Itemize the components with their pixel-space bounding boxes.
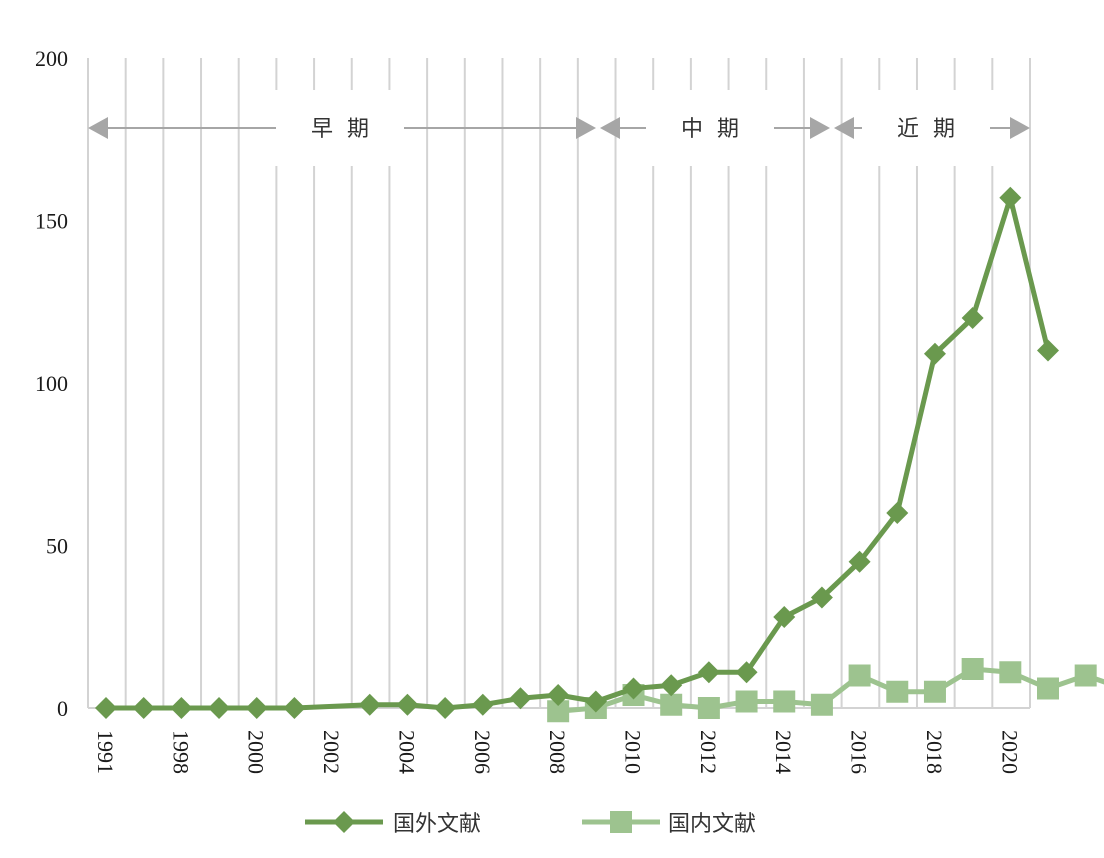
data-point <box>773 606 796 628</box>
data-point <box>886 502 909 524</box>
data-point <box>283 697 306 719</box>
legend-label: 国内文献 <box>668 812 756 837</box>
series-foreign <box>95 186 1059 719</box>
legend-item: 国外文献 <box>305 811 481 837</box>
data-point <box>245 697 268 719</box>
data-point <box>848 664 871 687</box>
legend-label: 国外文献 <box>393 812 481 837</box>
data-point <box>170 697 193 719</box>
data-point <box>358 693 381 716</box>
data-point <box>509 687 532 710</box>
phase-arrow-head-right <box>576 117 596 139</box>
phase-label: 早 期 <box>311 117 369 142</box>
data-point <box>1037 339 1059 362</box>
x-tick-label: 2016 <box>847 730 872 774</box>
data-point <box>697 661 720 684</box>
data-point <box>961 658 984 680</box>
x-tick-label: 2002 <box>319 730 344 774</box>
data-point <box>132 697 155 719</box>
phase-label-bg <box>270 90 410 166</box>
grid-lines <box>87 58 1031 709</box>
x-tick-label: 2018 <box>922 730 947 774</box>
series-lines <box>95 186 1104 723</box>
data-point <box>810 586 833 609</box>
data-point <box>396 693 419 716</box>
data-point <box>697 697 720 719</box>
data-point <box>1074 664 1097 687</box>
data-point <box>999 661 1022 684</box>
phase-arrow-head-left <box>834 117 854 139</box>
y-tick-label: 50 <box>46 534 68 559</box>
y-tick-label: 200 <box>35 46 68 71</box>
legend: 国外文献 国内文献 <box>305 811 756 837</box>
series-domestic <box>547 658 1104 723</box>
phase-label-bg <box>640 90 780 166</box>
legend-item: 国内文献 <box>582 811 756 837</box>
phase-arrow-head-left <box>600 117 620 139</box>
data-point <box>208 697 231 719</box>
data-point <box>999 186 1022 209</box>
phase-label-bg <box>856 90 996 166</box>
phase-arrow-head-right <box>810 117 830 139</box>
phase-arrow-head-right <box>1010 117 1030 139</box>
data-point <box>584 690 607 713</box>
legend-swatch-marker <box>610 811 632 833</box>
data-point <box>547 684 570 706</box>
data-point <box>735 690 758 713</box>
x-tick-label: 1998 <box>168 730 193 774</box>
phase-label: 近 期 <box>897 117 955 142</box>
x-tick-label: 1991 <box>93 730 118 774</box>
data-point <box>660 674 683 697</box>
x-tick-label: 2010 <box>621 730 646 774</box>
data-point <box>434 697 457 719</box>
data-point <box>660 693 683 716</box>
x-tick-label: 2008 <box>545 730 570 774</box>
data-point <box>547 700 570 723</box>
data-point <box>923 680 946 703</box>
phase-label: 中 期 <box>681 117 739 142</box>
x-tick-label: 2012 <box>696 730 721 774</box>
x-tick-label: 2006 <box>470 730 495 774</box>
data-point <box>848 550 871 573</box>
phase-annotations: 早 期中 期近 期 <box>88 90 1030 166</box>
phase-arrow-head-left <box>88 117 108 139</box>
x-tick-label: 2004 <box>394 730 419 774</box>
data-point <box>923 342 946 365</box>
data-point <box>886 680 909 703</box>
data-point <box>95 697 117 719</box>
x-axis-ticks: 1991 1998 2000 2002 2004 2006 2008 2010 2012 2014… <box>93 730 1022 774</box>
data-point <box>961 307 984 329</box>
data-point <box>810 693 833 716</box>
x-tick-label: 2000 <box>244 730 269 774</box>
x-tick-label: 2014 <box>771 730 796 774</box>
data-point <box>773 690 796 713</box>
y-tick-label: 100 <box>35 371 68 396</box>
y-tick-label: 0 <box>57 696 68 721</box>
data-point <box>735 661 758 684</box>
data-point <box>471 693 494 716</box>
y-tick-label: 150 <box>35 209 68 234</box>
y-axis-ticks: 0 50 100 150 200 <box>35 46 68 721</box>
legend-swatch-marker <box>333 811 355 833</box>
x-tick-label: 2020 <box>997 730 1022 774</box>
data-point <box>1037 677 1059 700</box>
data-point <box>622 677 645 700</box>
